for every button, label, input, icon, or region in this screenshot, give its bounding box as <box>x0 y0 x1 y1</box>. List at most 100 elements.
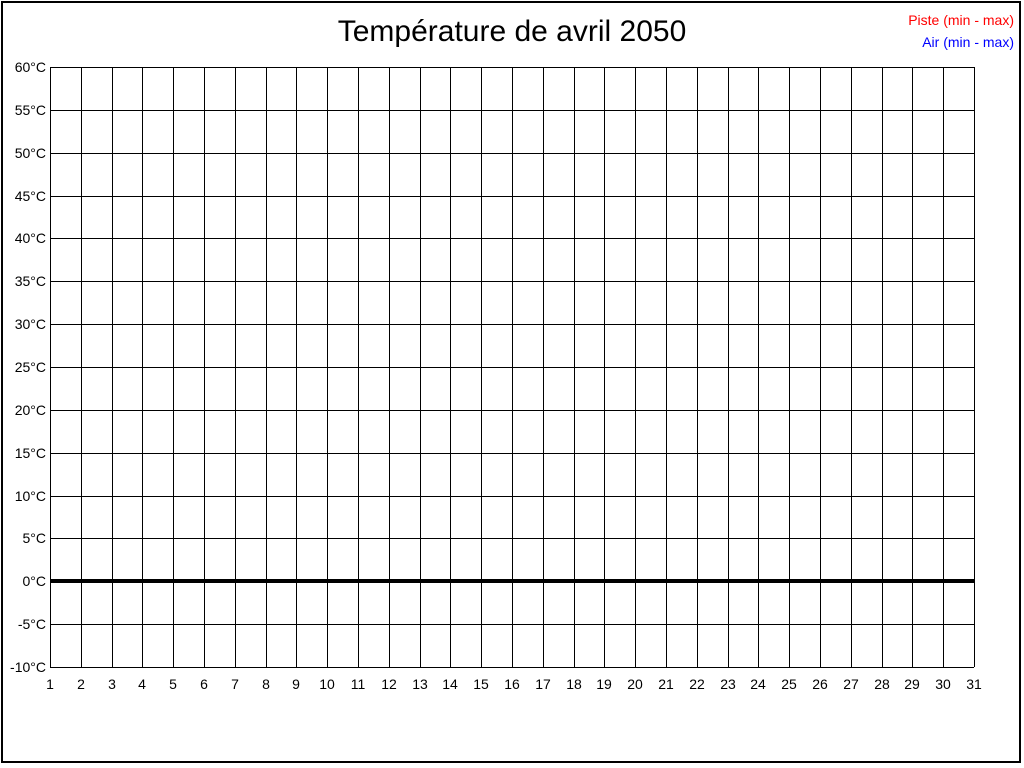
legend-item-air: Air (min - max) <box>922 34 1014 50</box>
y-tick-label: 0°C <box>22 573 47 589</box>
gridline-vertical <box>266 67 267 667</box>
x-tick-label: 7 <box>231 676 239 692</box>
x-tick-label: 26 <box>812 676 828 692</box>
gridline-horizontal <box>50 281 974 282</box>
gridline-horizontal <box>50 153 974 154</box>
y-tick-label: 20°C <box>14 402 46 418</box>
gridline-vertical <box>943 67 944 667</box>
gridline-vertical <box>728 67 729 667</box>
gridline-horizontal <box>50 624 974 625</box>
x-tick-label: 31 <box>966 676 982 692</box>
gridline-vertical <box>389 67 390 667</box>
y-tick-label: 60°C <box>14 59 46 75</box>
gridline-horizontal <box>50 538 974 539</box>
gridline-vertical <box>450 67 451 667</box>
gridline-vertical <box>882 67 883 667</box>
gridline-vertical <box>481 67 482 667</box>
legend-item-piste: Piste (min - max) <box>908 12 1014 28</box>
y-tick-label: 40°C <box>14 230 46 246</box>
y-tick-label: 15°C <box>14 445 46 461</box>
legend: Piste (min - max) Air (min - max) <box>908 9 1014 53</box>
y-tick-label: 35°C <box>14 273 46 289</box>
gridline-vertical <box>327 67 328 667</box>
x-tick-label: 29 <box>904 676 920 692</box>
gridline-vertical <box>173 67 174 667</box>
gridline-vertical <box>635 67 636 667</box>
y-tick-label: 5°C <box>22 530 47 546</box>
gridline-horizontal <box>50 238 974 239</box>
y-tick-label: -10°C <box>10 659 46 675</box>
gridline-horizontal <box>50 367 974 368</box>
x-tick-label: 5 <box>169 676 177 692</box>
gridline-vertical <box>142 67 143 667</box>
y-tick-label: 45°C <box>14 188 46 204</box>
gridline-vertical <box>420 67 421 667</box>
x-tick-label: 9 <box>292 676 300 692</box>
gridline-horizontal <box>50 324 974 325</box>
x-tick-label: 1 <box>46 676 54 692</box>
x-tick-label: 12 <box>381 676 397 692</box>
gridline-vertical <box>820 67 821 667</box>
x-tick-label: 27 <box>843 676 859 692</box>
y-tick-label: 30°C <box>14 316 46 332</box>
x-tick-label: 28 <box>874 676 890 692</box>
x-tick-label: 23 <box>720 676 736 692</box>
x-tick-label: 15 <box>473 676 489 692</box>
gridline-vertical <box>112 67 113 667</box>
x-tick-label: 13 <box>412 676 428 692</box>
chart-title: Température de avril 2050 <box>337 15 687 48</box>
x-tick-label: 18 <box>566 676 582 692</box>
x-tick-label: 14 <box>442 676 458 692</box>
gridline-horizontal <box>50 67 974 68</box>
y-tick-label: 25°C <box>14 359 46 375</box>
x-tick-label: 6 <box>200 676 208 692</box>
x-tick-label: 16 <box>504 676 520 692</box>
gridline-vertical <box>543 67 544 667</box>
y-tick-label: 10°C <box>14 488 46 504</box>
gridline-vertical <box>789 67 790 667</box>
x-tick-label: 20 <box>627 676 643 692</box>
zero-line <box>50 579 974 583</box>
gridline-vertical <box>974 67 975 667</box>
gridline-horizontal <box>50 196 974 197</box>
gridline-vertical <box>697 67 698 667</box>
gridline-vertical <box>235 67 236 667</box>
gridline-vertical <box>851 67 852 667</box>
x-tick-label: 21 <box>658 676 674 692</box>
gridline-horizontal <box>50 410 974 411</box>
x-tick-label: 17 <box>535 676 551 692</box>
gridline-vertical <box>512 67 513 667</box>
gridline-vertical <box>204 67 205 667</box>
x-tick-label: 3 <box>108 676 116 692</box>
y-tick-label: 50°C <box>14 145 46 161</box>
x-tick-label: 11 <box>350 676 366 692</box>
x-tick-label: 2 <box>77 676 85 692</box>
x-tick-label: 24 <box>750 676 766 692</box>
x-tick-label: 25 <box>781 676 797 692</box>
x-tick-label: 19 <box>596 676 612 692</box>
gridline-vertical <box>604 67 605 667</box>
gridline-vertical <box>358 67 359 667</box>
gridline-horizontal <box>50 453 974 454</box>
x-tick-label: 10 <box>319 676 335 692</box>
gridline-horizontal <box>50 667 974 668</box>
x-tick-label: 30 <box>935 676 951 692</box>
x-tick-label: 8 <box>262 676 270 692</box>
gridline-horizontal <box>50 110 974 111</box>
y-tick-label: 55°C <box>14 102 46 118</box>
gridline-vertical <box>50 67 51 667</box>
gridline-vertical <box>758 67 759 667</box>
gridline-vertical <box>574 67 575 667</box>
x-tick-label: 22 <box>689 676 705 692</box>
gridline-vertical <box>666 67 667 667</box>
y-tick-label: -5°C <box>17 616 46 632</box>
x-tick-label: 4 <box>138 676 146 692</box>
gridline-vertical <box>81 67 82 667</box>
gridline-vertical <box>296 67 297 667</box>
gridline-vertical <box>912 67 913 667</box>
gridline-horizontal <box>50 496 974 497</box>
gridline-horizontal <box>50 581 974 582</box>
